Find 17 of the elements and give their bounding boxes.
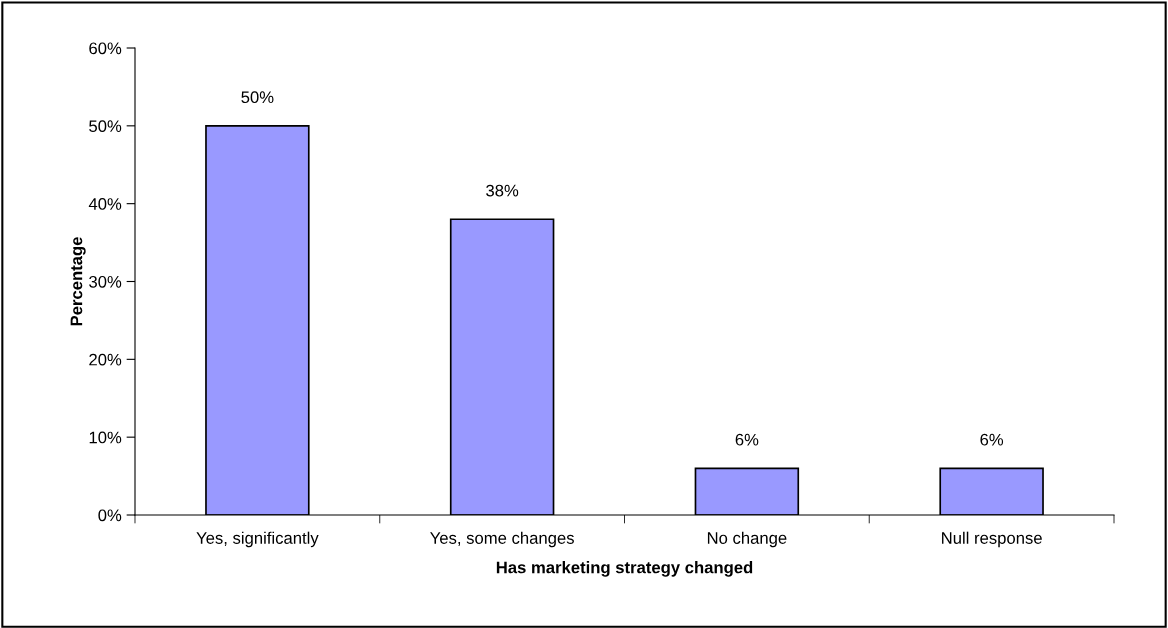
data-label: 38% — [486, 184, 519, 197]
x-axis-title: Has marketing strategy changed — [496, 561, 753, 577]
y-tick-label: 20% — [89, 353, 122, 366]
y-tick-label: 10% — [89, 431, 122, 444]
y-tick-label: 0% — [98, 509, 122, 522]
y-axis-title: Percentage — [70, 237, 86, 326]
y-tick-label: 60% — [89, 42, 122, 55]
y-tick-label: 30% — [89, 275, 122, 288]
x-tick-label: Null response — [942, 531, 1042, 548]
y-tick-label: 40% — [88, 198, 122, 210]
x-tick-label: Yes, significantly — [196, 531, 319, 548]
data-label: 50% — [241, 91, 274, 104]
data-label: 6% — [735, 433, 759, 446]
x-tick-label: No change — [707, 531, 787, 548]
data-label: 6% — [980, 433, 1004, 446]
x-tick-label: Yes, some changes — [430, 531, 574, 548]
y-tick-label: 50% — [89, 120, 122, 133]
